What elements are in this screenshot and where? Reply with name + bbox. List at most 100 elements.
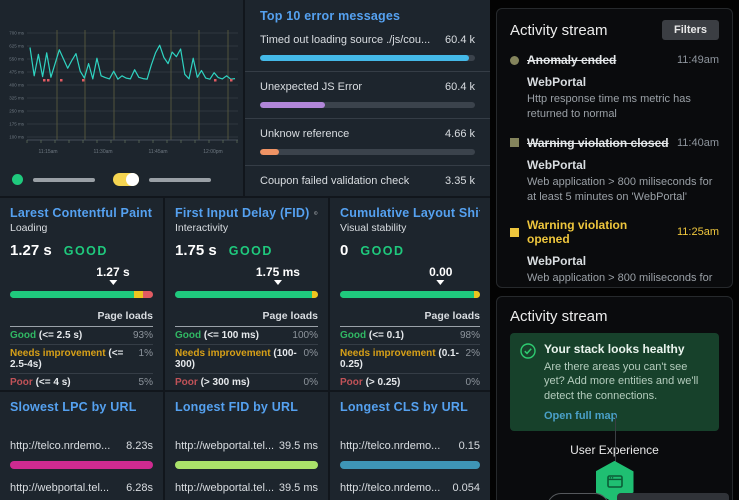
svg-text:625 ms: 625 ms (9, 44, 25, 49)
fid-status-badge: GOOD (228, 244, 273, 258)
info-icon[interactable] (314, 207, 318, 219)
error-bar-track (260, 55, 475, 61)
event-entity[interactable]: WebPortal (527, 254, 587, 269)
series-2-legend-track[interactable] (149, 177, 211, 182)
response-time-panel: 700 ms 625 ms 550 ms 475 ms 400 ms 325 ms 250 … (0, 0, 243, 196)
gauge-good-segment (340, 291, 475, 298)
url-row: http://telco.nrdemo... 0.15 (340, 440, 480, 452)
url-bar[interactable] (175, 461, 318, 469)
stack-health-card: Activity stream Your stack looks healthy… (496, 296, 733, 500)
url-link[interactable]: http://telco.nrdemo... (10, 440, 111, 452)
response-time-chart[interactable]: 700 ms 625 ms 550 ms 475 ms 400 ms 325 ms 250 … (0, 0, 243, 160)
series-2-toggle[interactable] (113, 173, 139, 186)
gauge-marker: 1.27 s (96, 265, 130, 285)
lcp-gauge (10, 291, 153, 298)
error-row: Timed out loading source ./js/cou... 60.… (245, 25, 490, 71)
event-time: 11:40am (677, 136, 719, 149)
event-title: Anomaly ended (527, 53, 617, 67)
map-solid-button[interactable] (617, 493, 729, 500)
distribution-row: Poor (> 300 ms) 0% (175, 374, 318, 390)
url-link[interactable]: http://webportal.tel... (175, 482, 275, 494)
cls-status-badge: GOOD (360, 244, 405, 258)
error-bar[interactable] (260, 102, 325, 108)
error-bar-track (260, 149, 475, 155)
error-label: Timed out loading source ./js/cou... (260, 34, 431, 46)
url-bar[interactable] (340, 461, 480, 469)
error-value: 60.4 k (445, 34, 475, 46)
activity-event[interactable]: Warning violation opened 11:25am WebPort… (497, 214, 732, 287)
open-full-map-link[interactable]: Open full map (544, 409, 618, 422)
longest-cls-panel: Longest CLS by URL http://telco.nrdemo..… (330, 392, 490, 500)
longest-cls-title[interactable]: Longest CLS by URL (340, 400, 468, 414)
marker-triangle-icon (436, 280, 445, 285)
cls-panel: Cumulative Layout Shift (CLS) Visual sta… (330, 198, 490, 390)
url-bar[interactable] (10, 461, 153, 469)
error-value: 4.66 k (445, 128, 475, 140)
cls-gauge (340, 291, 480, 298)
svg-text:175 ms: 175 ms (9, 122, 25, 127)
fid-value: 1.75 s (175, 242, 217, 259)
top-errors-title[interactable]: Top 10 error messages (260, 9, 401, 23)
activity-event[interactable]: Warning violation closed 11:40am WebPort… (497, 132, 732, 215)
event-title: Warning violation opened (527, 218, 628, 247)
activity-event[interactable]: Anomaly ended 11:49am WebPortal Http res… (497, 49, 732, 132)
series-1-legend-track[interactable] (33, 177, 95, 182)
gauge-good-segment (175, 291, 313, 298)
cls-value: 0 (340, 242, 349, 259)
fid-gauge (175, 291, 318, 298)
distribution-row: Good (<= 100 ms) 100% (175, 327, 318, 345)
map-ghost-button[interactable] (547, 493, 609, 500)
chart-legend (12, 173, 211, 186)
marker-triangle-icon (273, 280, 282, 285)
url-value: 39.5 ms (278, 482, 318, 494)
error-bar[interactable] (260, 55, 469, 61)
activity-stream-card: Activity stream Filters Anomaly ended 11… (496, 8, 733, 288)
gauge-good-segment (10, 291, 135, 298)
error-value: 3.35 k (445, 175, 475, 187)
event-title: Warning violation closed (527, 135, 669, 150)
longest-fid-title[interactable]: Longest FID by URL (175, 400, 299, 414)
error-row: Unexpected JS Error 60.4 k (245, 71, 490, 118)
page-loads-header: Page loads (10, 310, 153, 327)
fid-panel: First Input Delay (FID) Interactivity 1.… (165, 198, 328, 390)
url-row: http://telco.nrdemo... 0.054 (340, 482, 480, 494)
page-loads-header: Page loads (340, 310, 480, 327)
lcp-title[interactable]: Larest Contentful Paint (10, 206, 153, 220)
svg-text:11:15am: 11:15am (38, 149, 57, 155)
series-1-legend-dot[interactable] (12, 174, 23, 185)
svg-text:11:30am: 11:30am (93, 149, 112, 155)
url-link[interactable]: http://telco.nrdemo... (340, 482, 441, 494)
top-errors-panel: Top 10 error messages Timed out loading … (245, 0, 490, 196)
lcp-status-badge: GOOD (63, 244, 108, 258)
url-row: http://telco.nrdemo... 8.23s (10, 440, 153, 452)
event-time: 11:49am (677, 54, 719, 66)
distribution-row: Poor (> 0.25) 0% (340, 374, 480, 390)
banner-title: Your stack looks healthy (544, 342, 685, 356)
error-bar[interactable] (260, 149, 280, 155)
svg-text:550 ms: 550 ms (9, 57, 25, 62)
event-entity[interactable]: WebPortal (527, 75, 587, 89)
error-row: Unknow reference 4.66 k (245, 118, 490, 165)
longest-fid-panel: Longest FID by URL http://webportal.tel.… (165, 392, 328, 500)
error-row: Coupon failed validation check 3.35 k (245, 165, 490, 196)
healthy-banner: Your stack looks healthy Are there areas… (510, 333, 719, 431)
distribution-row: Needs improvement (100-300) 0% (175, 345, 318, 374)
url-row: http://webportal.tel... 39.5 ms (175, 482, 318, 494)
error-label: Unexpected JS Error (260, 81, 363, 93)
event-entity[interactable]: WebPortal (527, 157, 587, 172)
url-link[interactable]: http://webportal.tel... (10, 482, 110, 494)
error-value: 60.4 k (445, 81, 475, 93)
slowest-lpc-title[interactable]: Slowest LPC by URL (10, 400, 137, 414)
url-link[interactable]: http://telco.nrdemo... (340, 440, 441, 452)
svg-text:400 ms: 400 ms (9, 83, 25, 88)
fid-title[interactable]: First Input Delay (FID) (175, 206, 310, 220)
banner-description: Are there areas you can't see yet? Add m… (544, 361, 699, 402)
svg-text:100 ms: 100 ms (9, 135, 25, 140)
cls-title[interactable]: Cumulative Layout Shift (CLS) (340, 206, 480, 220)
filters-button[interactable]: Filters (661, 20, 719, 40)
url-link[interactable]: http://webportal.tel... (175, 440, 275, 452)
map-connector-line (614, 415, 616, 467)
url-value: 6.28s (126, 482, 153, 494)
gauge-warn-segment (312, 291, 318, 298)
url-row: http://webportal.tel... 6.28s (10, 482, 153, 494)
